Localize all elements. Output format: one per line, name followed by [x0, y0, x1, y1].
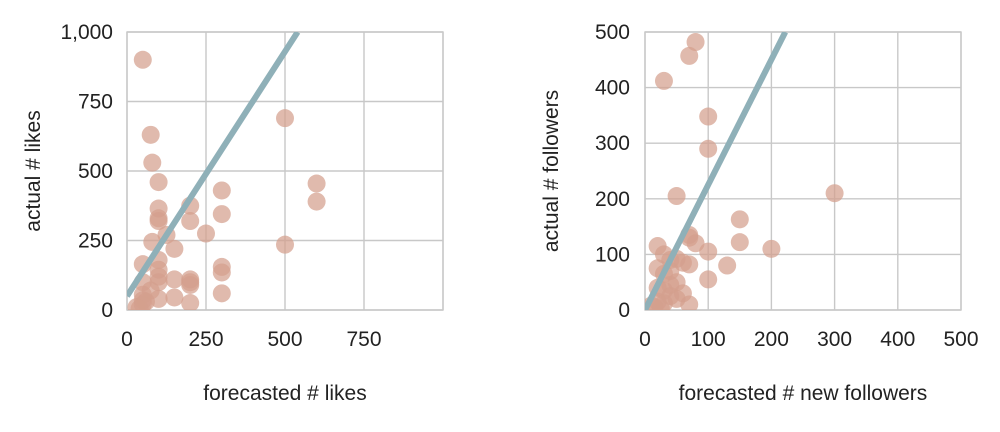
data-point: [276, 235, 294, 254]
data-point: [197, 224, 215, 243]
data-point: [651, 299, 670, 310]
data-point: [181, 294, 200, 310]
y-tick-label: 200: [595, 188, 630, 211]
data-point: [699, 107, 718, 126]
data-point: [762, 239, 781, 258]
data-point: [730, 210, 749, 229]
plot-frame: [644, 31, 962, 311]
data-point: [212, 181, 231, 200]
y-tick-label: 500: [78, 160, 113, 183]
y-tick-label: 0: [101, 299, 113, 322]
data-point: [149, 173, 168, 192]
y-tick-label: 400: [595, 77, 630, 100]
data-point: [680, 255, 699, 274]
data-point: [680, 46, 699, 65]
y-tick-label: 250: [78, 230, 113, 253]
data-point: [165, 288, 184, 307]
data-point: [130, 299, 149, 310]
x-tick-label: 250: [188, 328, 223, 351]
data-point: [680, 295, 699, 310]
x-tick-label: 500: [943, 328, 978, 351]
plot-frame: [126, 31, 444, 311]
grid: [126, 31, 444, 311]
y-tick-label: 300: [595, 132, 630, 155]
x-tick-label: 750: [346, 328, 381, 351]
y-tick-label: 500: [595, 21, 630, 44]
data-point: [307, 192, 326, 211]
x-tick-label: 200: [754, 328, 789, 351]
data-point: [165, 270, 184, 289]
grid: [644, 31, 962, 311]
data-point: [686, 33, 705, 52]
x-tick-label: 100: [691, 328, 726, 351]
x-tick-label: 0: [121, 328, 133, 351]
y-axis-label: actual # likes: [22, 110, 45, 231]
x-tick-label: 400: [880, 328, 915, 351]
data-points: [127, 50, 326, 310]
data-point: [667, 187, 686, 206]
data-point: [276, 109, 294, 128]
y-tick-label: 750: [78, 91, 113, 114]
data-point: [141, 125, 160, 144]
data-point: [699, 270, 718, 289]
data-point: [181, 275, 200, 294]
data-point: [143, 153, 162, 172]
trend-line: [645, 32, 788, 310]
y-tick-label: 1,000: [60, 21, 113, 44]
data-point: [730, 233, 749, 252]
y-tick-label: 100: [595, 243, 630, 266]
data-point: [699, 139, 718, 158]
trend-line: [127, 32, 301, 298]
data-point: [165, 239, 184, 258]
data-point: [699, 242, 718, 261]
data-points: [645, 33, 844, 310]
x-tick-label: 0: [639, 328, 651, 351]
data-point: [149, 212, 168, 231]
x-axis-label: forecasted # likes: [203, 382, 366, 405]
x-tick-label: 500: [267, 328, 302, 351]
data-point: [686, 234, 705, 253]
x-axis-label: forecasted # new followers: [679, 382, 928, 405]
data-point: [212, 263, 231, 282]
likes-scatter-chart: 0 250 500 750 1,000 0 250 500 750 forecasted # li…: [22, 21, 444, 405]
data-point: [825, 184, 844, 203]
data-point: [212, 205, 231, 224]
followers-scatter-chart: 0 100 200 300 400 500 0 100 200 300 400 500 forecast…: [540, 21, 979, 405]
data-point: [181, 212, 200, 231]
data-point: [307, 174, 326, 193]
data-point: [718, 256, 737, 275]
y-axis-label: actual # followers: [540, 90, 563, 252]
data-point: [133, 50, 152, 69]
y-tick-label: 0: [618, 299, 630, 322]
x-tick-label: 300: [817, 328, 852, 351]
data-point: [654, 71, 673, 90]
data-point: [212, 284, 231, 303]
